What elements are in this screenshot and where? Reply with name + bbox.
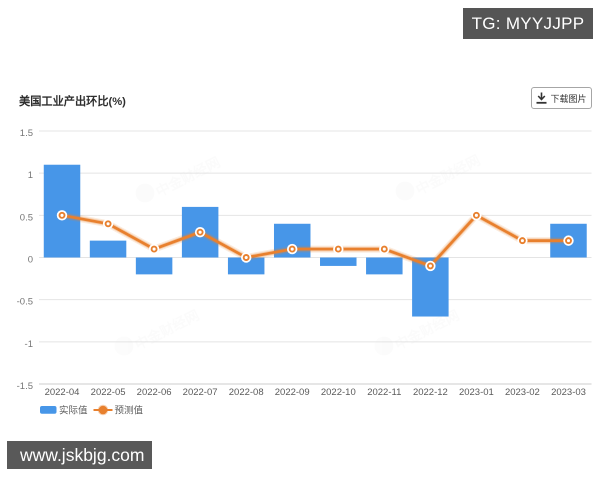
svg-text:2022-09: 2022-09 xyxy=(275,387,310,398)
svg-text:实际值: 实际值 xyxy=(59,405,88,417)
svg-text:2023-02: 2023-02 xyxy=(505,387,540,398)
svg-text:2022-10: 2022-10 xyxy=(321,387,356,398)
svg-text:预测值: 预测值 xyxy=(115,405,144,417)
svg-text:2022-07: 2022-07 xyxy=(183,387,218,398)
svg-text:1.5: 1.5 xyxy=(20,128,33,139)
svg-text:1: 1 xyxy=(28,170,33,181)
svg-text:2022-05: 2022-05 xyxy=(91,387,126,398)
svg-text:2022-11: 2022-11 xyxy=(367,387,401,398)
svg-text:-1.5: -1.5 xyxy=(17,381,33,392)
svg-text:-0.5: -0.5 xyxy=(17,297,33,308)
svg-text:2023-03: 2023-03 xyxy=(551,387,586,398)
svg-text:2022-12: 2022-12 xyxy=(413,387,448,398)
svg-text:2022-08: 2022-08 xyxy=(229,387,264,398)
svg-text:2023-01: 2023-01 xyxy=(459,387,494,398)
svg-text:0: 0 xyxy=(28,255,33,266)
svg-text:2022-06: 2022-06 xyxy=(137,387,172,398)
svg-text:0.5: 0.5 xyxy=(20,212,33,223)
svg-text:中金财经网: 中金财经网 xyxy=(153,154,223,200)
svg-text:中金财经网: 中金财经网 xyxy=(413,152,483,198)
svg-text:中金财经网: 中金财经网 xyxy=(132,307,202,353)
svg-text:-1: -1 xyxy=(25,339,33,350)
svg-text:2022-04: 2022-04 xyxy=(45,387,80,398)
